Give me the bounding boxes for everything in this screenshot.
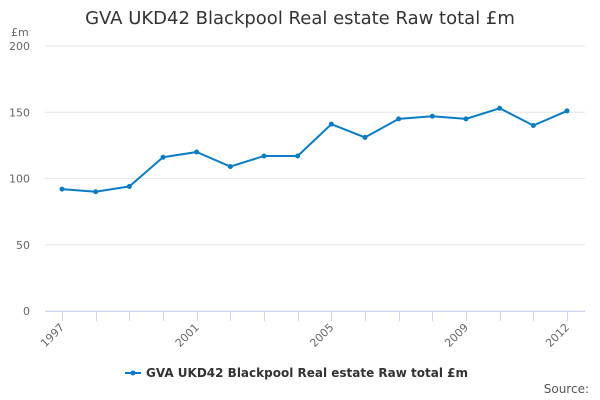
data-point <box>463 116 469 122</box>
y-tick-label: 0 <box>23 305 30 318</box>
y-tick-label: 50 <box>16 239 30 252</box>
legend-item: GVA UKD42 Blackpool Real estate Raw tota… <box>146 366 468 380</box>
y-tick-label: 200 <box>9 40 30 53</box>
data-point <box>261 153 267 159</box>
data-point <box>194 149 200 155</box>
x-tick-label: 2005 <box>307 321 336 350</box>
y-tick-label: 100 <box>9 173 30 186</box>
data-point <box>530 123 536 128</box>
data-point <box>93 189 99 195</box>
data-point <box>362 134 368 140</box>
data-point <box>126 183 132 189</box>
series-line <box>61 107 568 193</box>
x-tick-label: 2001 <box>173 321 202 350</box>
data-point <box>227 164 233 170</box>
y-tick-label: 150 <box>9 106 30 119</box>
legend-marker-icon <box>130 370 136 376</box>
data-point <box>160 154 166 160</box>
x-tick-label: 2009 <box>442 321 471 350</box>
x-tick-label: 1997 <box>38 321 67 350</box>
data-point <box>295 153 301 159</box>
data-point <box>564 108 570 114</box>
y-axis-label: £m <box>11 26 29 39</box>
chart-title: GVA UKD42 Blackpool Real estate Raw tota… <box>85 8 515 29</box>
data-point <box>328 121 334 127</box>
x-tick-label: 2012 <box>543 321 572 350</box>
data-point <box>59 186 65 192</box>
source-label: Source: <box>543 382 589 396</box>
data-point <box>497 105 503 111</box>
data-point <box>429 113 435 119</box>
data-point <box>396 116 402 122</box>
